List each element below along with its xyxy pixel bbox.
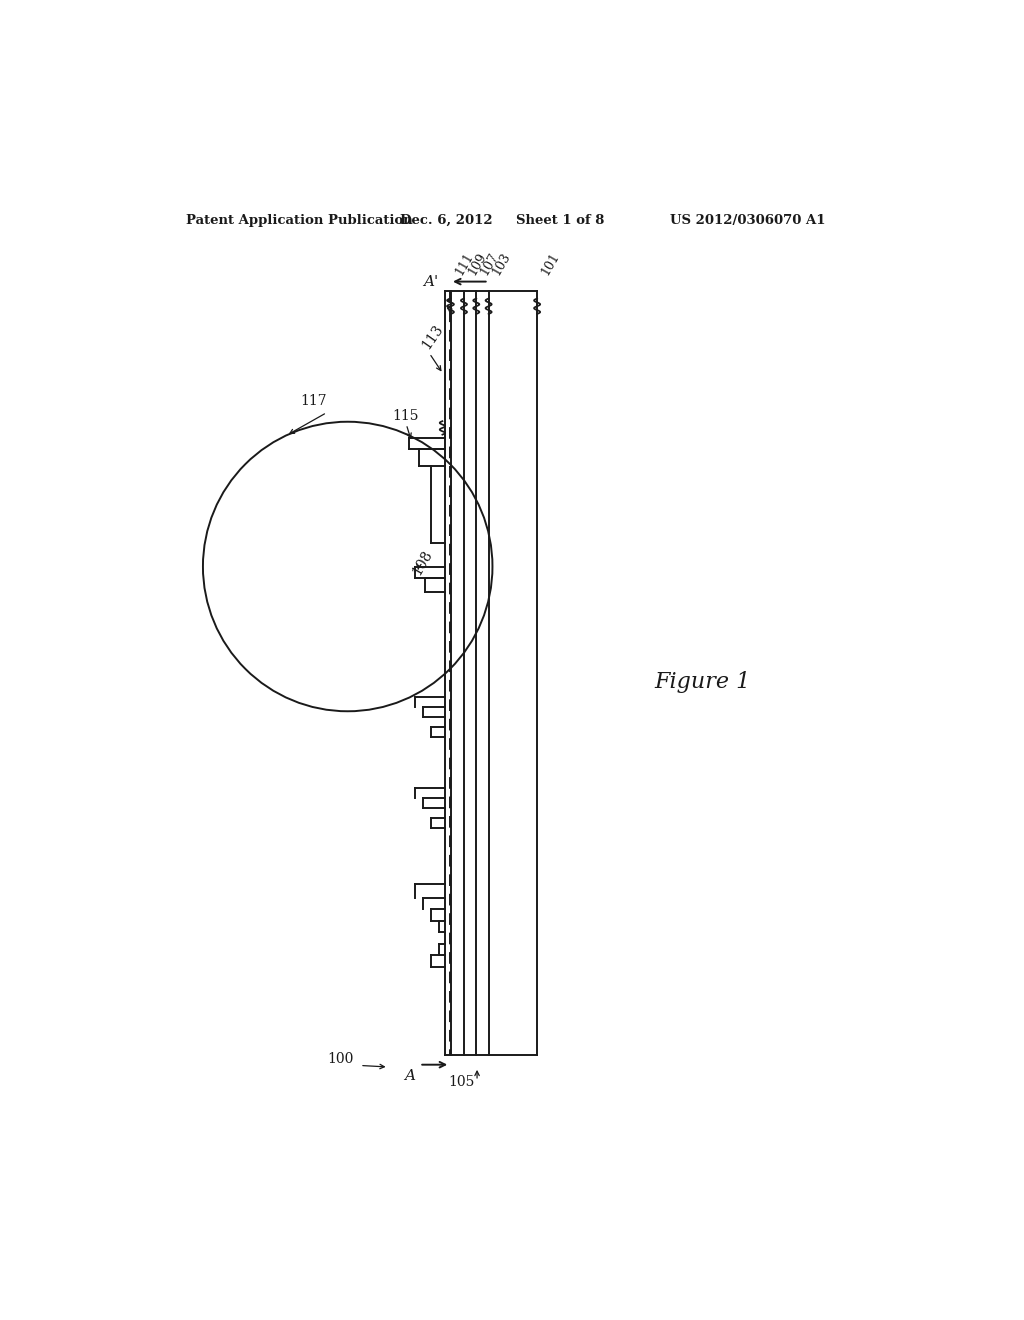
Text: 103: 103	[490, 251, 513, 277]
Text: Figure 1: Figure 1	[654, 671, 751, 693]
Text: 113: 113	[419, 322, 446, 352]
Text: Patent Application Publication: Patent Application Publication	[186, 214, 413, 227]
Text: 100: 100	[328, 1052, 354, 1067]
Text: 109: 109	[466, 251, 488, 277]
Text: 107: 107	[478, 251, 501, 277]
Text: 117: 117	[300, 393, 327, 408]
Text: 111: 111	[453, 251, 476, 277]
Text: Sheet 1 of 8: Sheet 1 of 8	[515, 214, 604, 227]
Text: 115: 115	[392, 409, 419, 424]
Text: 105: 105	[449, 1076, 475, 1089]
Text: 101: 101	[539, 251, 562, 277]
Text: A: A	[404, 1069, 416, 1084]
Text: 108: 108	[410, 548, 435, 578]
Text: A': A'	[423, 276, 438, 289]
Text: US 2012/0306070 A1: US 2012/0306070 A1	[670, 214, 825, 227]
Text: Dec. 6, 2012: Dec. 6, 2012	[400, 214, 493, 227]
